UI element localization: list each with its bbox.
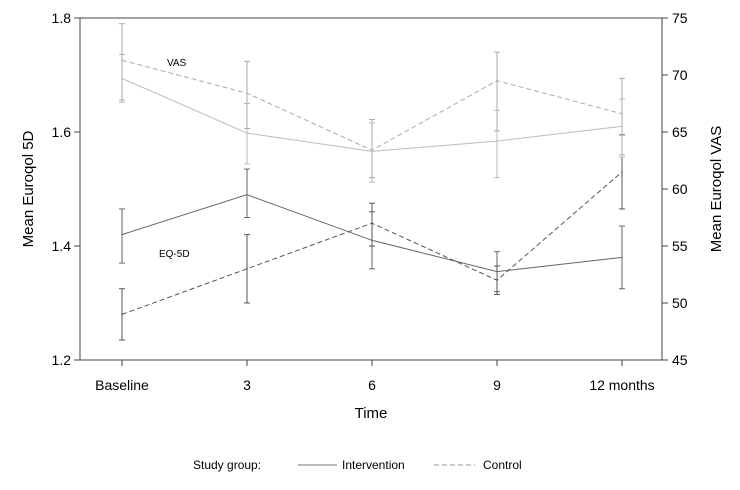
vas-control-point	[621, 112, 623, 115]
vas-control-point	[371, 149, 373, 152]
vas-intervention-point	[496, 140, 498, 142]
eq-5d-control-point	[121, 313, 123, 316]
ticks-layer: Baseline 3 6 9 12 months 1.2 1.4 1.6 1.8 45 50 55 60…	[52, 10, 688, 393]
x-tick-label: 6	[368, 377, 376, 393]
eq-5d-control-point	[371, 222, 373, 224]
y-right-tick-label: 70	[672, 67, 688, 83]
y-left-tick-label: 1.8	[52, 10, 72, 26]
annotation-eq5d: EQ-5D	[159, 249, 190, 260]
series-layer	[121, 59, 623, 316]
x-tick-label: 12 months	[589, 377, 654, 393]
y-axis-left-title: Mean Euroqol 5D	[20, 130, 37, 247]
legend-label-control: Control	[483, 458, 522, 472]
eq-5d-intervention-point	[246, 193, 248, 196]
errorbar-layer	[119, 23, 625, 341]
vas-intervention-point	[621, 125, 623, 128]
eq-5d-intervention-errorbar	[119, 208, 125, 264]
eq-5d-intervention-point	[121, 233, 123, 236]
y-right-tick-label: 55	[672, 238, 688, 254]
vas-control-errorbar	[494, 51, 500, 132]
eq-5d-intervention-point	[496, 270, 498, 273]
eq-5d-control-errorbar	[369, 202, 375, 247]
y-left-tick-label: 1.4	[52, 238, 72, 254]
x-axis-title: Time	[355, 405, 388, 422]
x-tick-label: 3	[243, 377, 251, 393]
plot-frame	[79, 17, 663, 361]
y-axis-right-title: Mean Euroqol VAS	[708, 126, 725, 252]
eq-5d-control-point	[246, 268, 248, 270]
y-left-tick-label: 1.2	[52, 352, 72, 368]
vas-control-point	[496, 79, 498, 82]
vas-control-errorbar	[369, 118, 375, 179]
vas-control-point	[246, 92, 248, 95]
x-tick-label: 9	[493, 377, 501, 393]
eq-5d-control-point	[621, 171, 623, 173]
vas-intervention-point	[246, 132, 248, 134]
vas-intervention-point	[371, 150, 373, 153]
annotation-vas: VAS	[167, 58, 187, 69]
eq-5d-intervention-point	[371, 239, 373, 242]
y-right-tick-label: 50	[672, 295, 688, 311]
legend-title: Study group:	[193, 458, 261, 472]
eq-5d-intervention-errorbar	[244, 168, 250, 218]
y-left-tick-label: 1.6	[52, 124, 72, 140]
vas-control-errorbar	[119, 23, 125, 101]
y-right-tick-label: 75	[672, 10, 688, 26]
vas-control-errorbar	[244, 60, 250, 130]
eq-5d-intervention-point	[621, 256, 623, 259]
legend-label-intervention: Intervention	[342, 458, 405, 472]
y-right-tick-label: 45	[672, 352, 688, 368]
vas-control-point	[121, 59, 123, 61]
y-right-tick-label: 60	[672, 181, 688, 197]
legend: Study group: Intervention Control	[193, 458, 522, 472]
vas-intervention-point	[121, 77, 123, 80]
vas-control-errorbar	[619, 77, 625, 156]
y-right-tick-label: 65	[672, 124, 688, 140]
x-tick-label: Baseline	[95, 377, 149, 393]
eq-5d-control-point	[496, 279, 498, 282]
